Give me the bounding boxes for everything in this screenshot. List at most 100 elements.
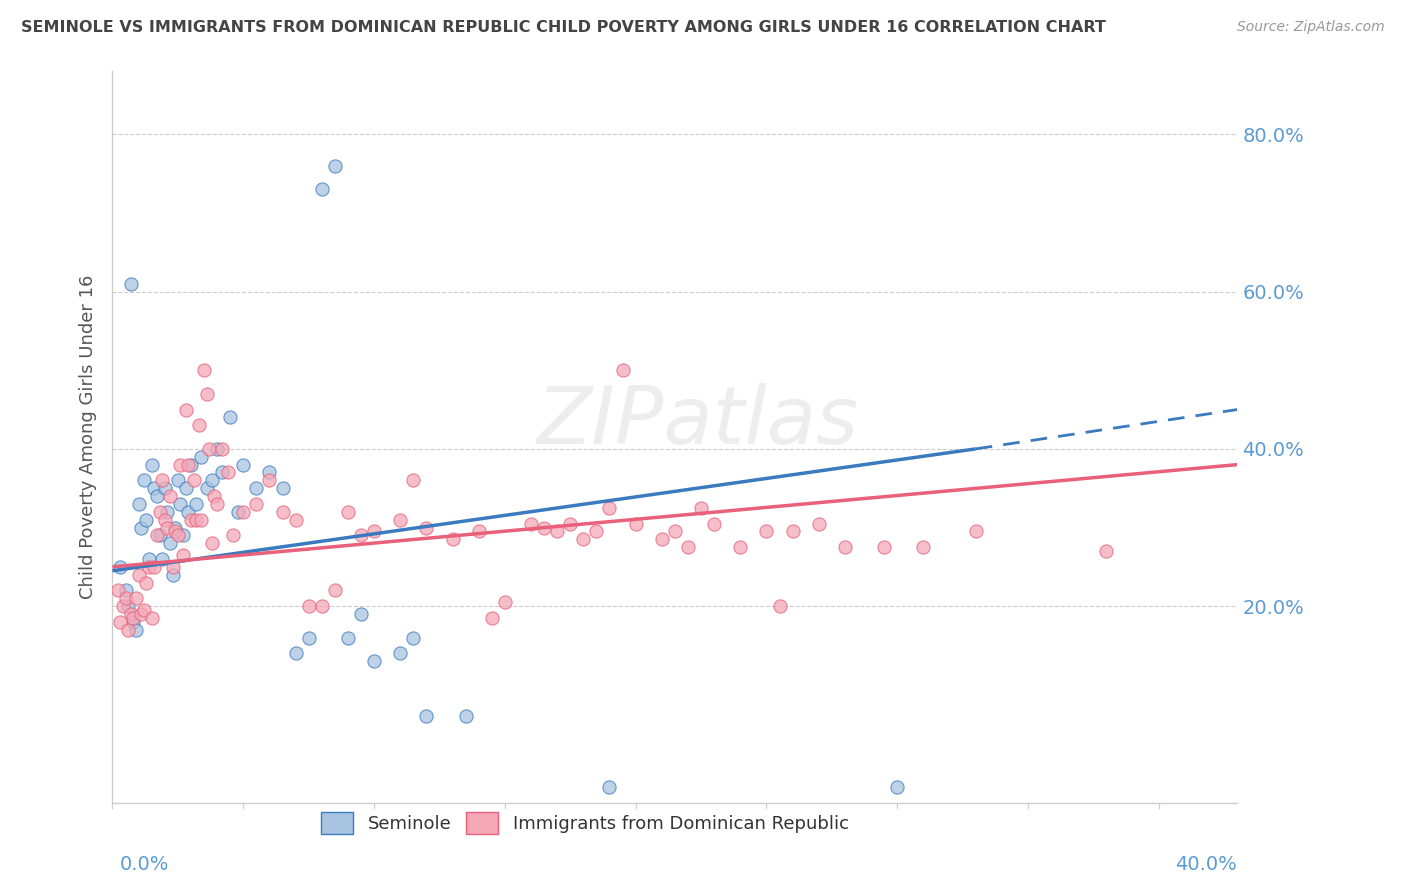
Point (186, 513, 208, 527)
Point (110, 615, 132, 629)
Point (114, 591, 136, 606)
Point (135, 575, 157, 590)
Point (177, 458, 200, 472)
Point (122, 611, 145, 625)
Point (190, 513, 212, 527)
Point (494, 595, 516, 609)
Point (965, 524, 987, 539)
Point (141, 458, 163, 472)
Point (271, 481, 294, 495)
Point (148, 505, 170, 519)
Point (167, 473, 190, 487)
Point (533, 520, 555, 534)
Point (336, 631, 359, 645)
Point (232, 505, 254, 519)
Point (467, 524, 489, 539)
Point (162, 559, 184, 574)
Legend: Seminole, Immigrants from Dominican Republic: Seminole, Immigrants from Dominican Repu… (314, 805, 856, 841)
Point (454, 709, 477, 723)
Point (129, 607, 152, 621)
Point (125, 591, 148, 606)
Point (122, 615, 145, 629)
Point (402, 473, 425, 487)
Point (807, 516, 830, 531)
Point (201, 536, 224, 550)
Point (143, 559, 166, 574)
Y-axis label: Child Poverty Among Girls Under 16: Child Poverty Among Girls Under 16 (79, 275, 97, 599)
Point (415, 709, 437, 723)
Point (195, 481, 218, 495)
Point (153, 481, 176, 495)
Point (245, 497, 267, 511)
Point (284, 513, 307, 527)
Point (350, 528, 373, 542)
Point (259, 466, 281, 480)
Point (311, 182, 333, 196)
Point (172, 548, 194, 562)
Point (560, 516, 582, 531)
Point (183, 473, 205, 487)
Point (159, 489, 181, 503)
Text: SEMINOLE VS IMMIGRANTS FROM DOMINICAN REPUBLIC CHILD POVERTY AMONG GIRLS UNDER 1: SEMINOLE VS IMMIGRANTS FROM DOMINICAN RE… (21, 20, 1107, 35)
Point (211, 466, 233, 480)
Point (205, 497, 228, 511)
Point (886, 780, 908, 794)
Point (363, 524, 385, 539)
Point (298, 599, 321, 614)
Point (389, 513, 412, 527)
Point (612, 363, 634, 377)
Point (159, 536, 181, 550)
Point (117, 599, 139, 614)
Point (217, 466, 239, 480)
Point (598, 500, 620, 515)
Point (676, 540, 699, 554)
Point (585, 524, 607, 539)
Point (120, 277, 142, 291)
Point (138, 559, 160, 574)
Point (135, 513, 157, 527)
Point (128, 567, 150, 582)
Point (311, 599, 333, 614)
Point (167, 528, 190, 542)
Text: 40.0%: 40.0% (1175, 855, 1237, 873)
Point (143, 481, 166, 495)
Point (232, 458, 254, 472)
Point (174, 402, 197, 417)
Point (703, 516, 725, 531)
Point (132, 473, 155, 487)
Text: 0.0%: 0.0% (120, 855, 169, 873)
Point (165, 520, 187, 534)
Point (148, 528, 170, 542)
Point (415, 520, 437, 534)
Point (271, 505, 294, 519)
Point (219, 410, 242, 425)
Point (834, 540, 856, 554)
Point (782, 524, 804, 539)
Point (110, 559, 132, 574)
Point (222, 528, 245, 542)
Point (117, 623, 139, 637)
Point (156, 505, 179, 519)
Point (165, 524, 187, 539)
Point (195, 387, 218, 401)
Point (153, 513, 176, 527)
Point (572, 533, 595, 547)
Point (730, 540, 752, 554)
Point (245, 481, 267, 495)
Point (336, 505, 359, 519)
Point (169, 458, 191, 472)
Point (755, 524, 778, 539)
Point (174, 481, 197, 495)
Point (111, 599, 134, 614)
Point (180, 458, 202, 472)
Point (146, 528, 169, 542)
Point (162, 567, 184, 582)
Point (912, 540, 935, 554)
Point (441, 533, 464, 547)
Point (198, 442, 221, 456)
Point (107, 583, 129, 598)
Point (323, 583, 346, 598)
Text: ZIPatlas: ZIPatlas (536, 384, 859, 461)
Point (1095, 544, 1118, 558)
Point (546, 524, 568, 539)
